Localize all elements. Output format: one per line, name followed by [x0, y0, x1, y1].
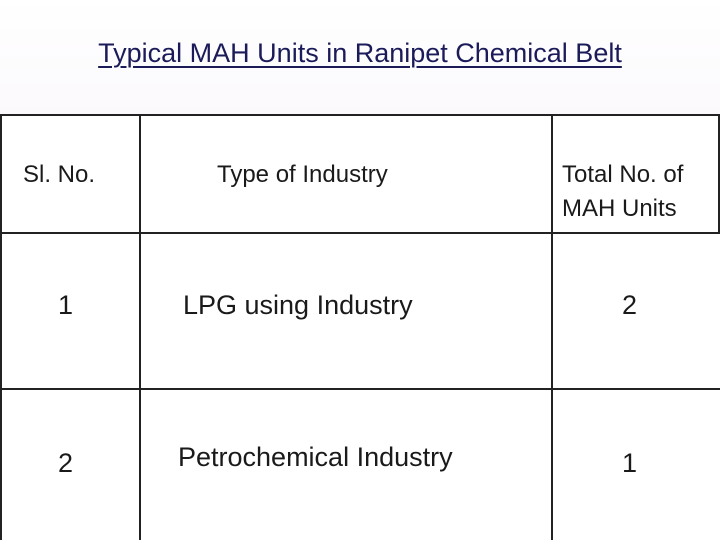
header-type-of-industry: Type of Industry	[217, 161, 388, 188]
mah-units-table: Sl. No. Type of Industry Total No. of MA…	[0, 114, 720, 540]
table-header-row: Sl. No. Type of Industry Total No. of MA…	[0, 116, 720, 234]
row-1-sl-no: 1	[58, 290, 74, 320]
row-1-total: 2	[622, 290, 638, 320]
table-border-left	[0, 116, 2, 540]
table-row: 2 Petrochemical Industry 1	[0, 390, 720, 542]
row-1-type: LPG using Industry	[183, 290, 413, 320]
column-divider-2	[551, 116, 553, 540]
table-border-right	[718, 116, 720, 234]
row-2-total: 1	[622, 448, 638, 478]
row-2-sl-no: 2	[58, 448, 74, 478]
header-total-line-2: MAH Units	[562, 195, 677, 222]
row-2-type: Petrochemical Industry	[178, 442, 453, 472]
slide-title: Typical MAH Units in Ranipet Chemical Be…	[98, 38, 622, 68]
column-divider-1	[139, 116, 141, 540]
header-sl-no: Sl. No.	[23, 161, 96, 188]
header-total-line-1: Total No. of	[562, 161, 684, 188]
table-row: 1 LPG using Industry 2	[0, 234, 720, 390]
